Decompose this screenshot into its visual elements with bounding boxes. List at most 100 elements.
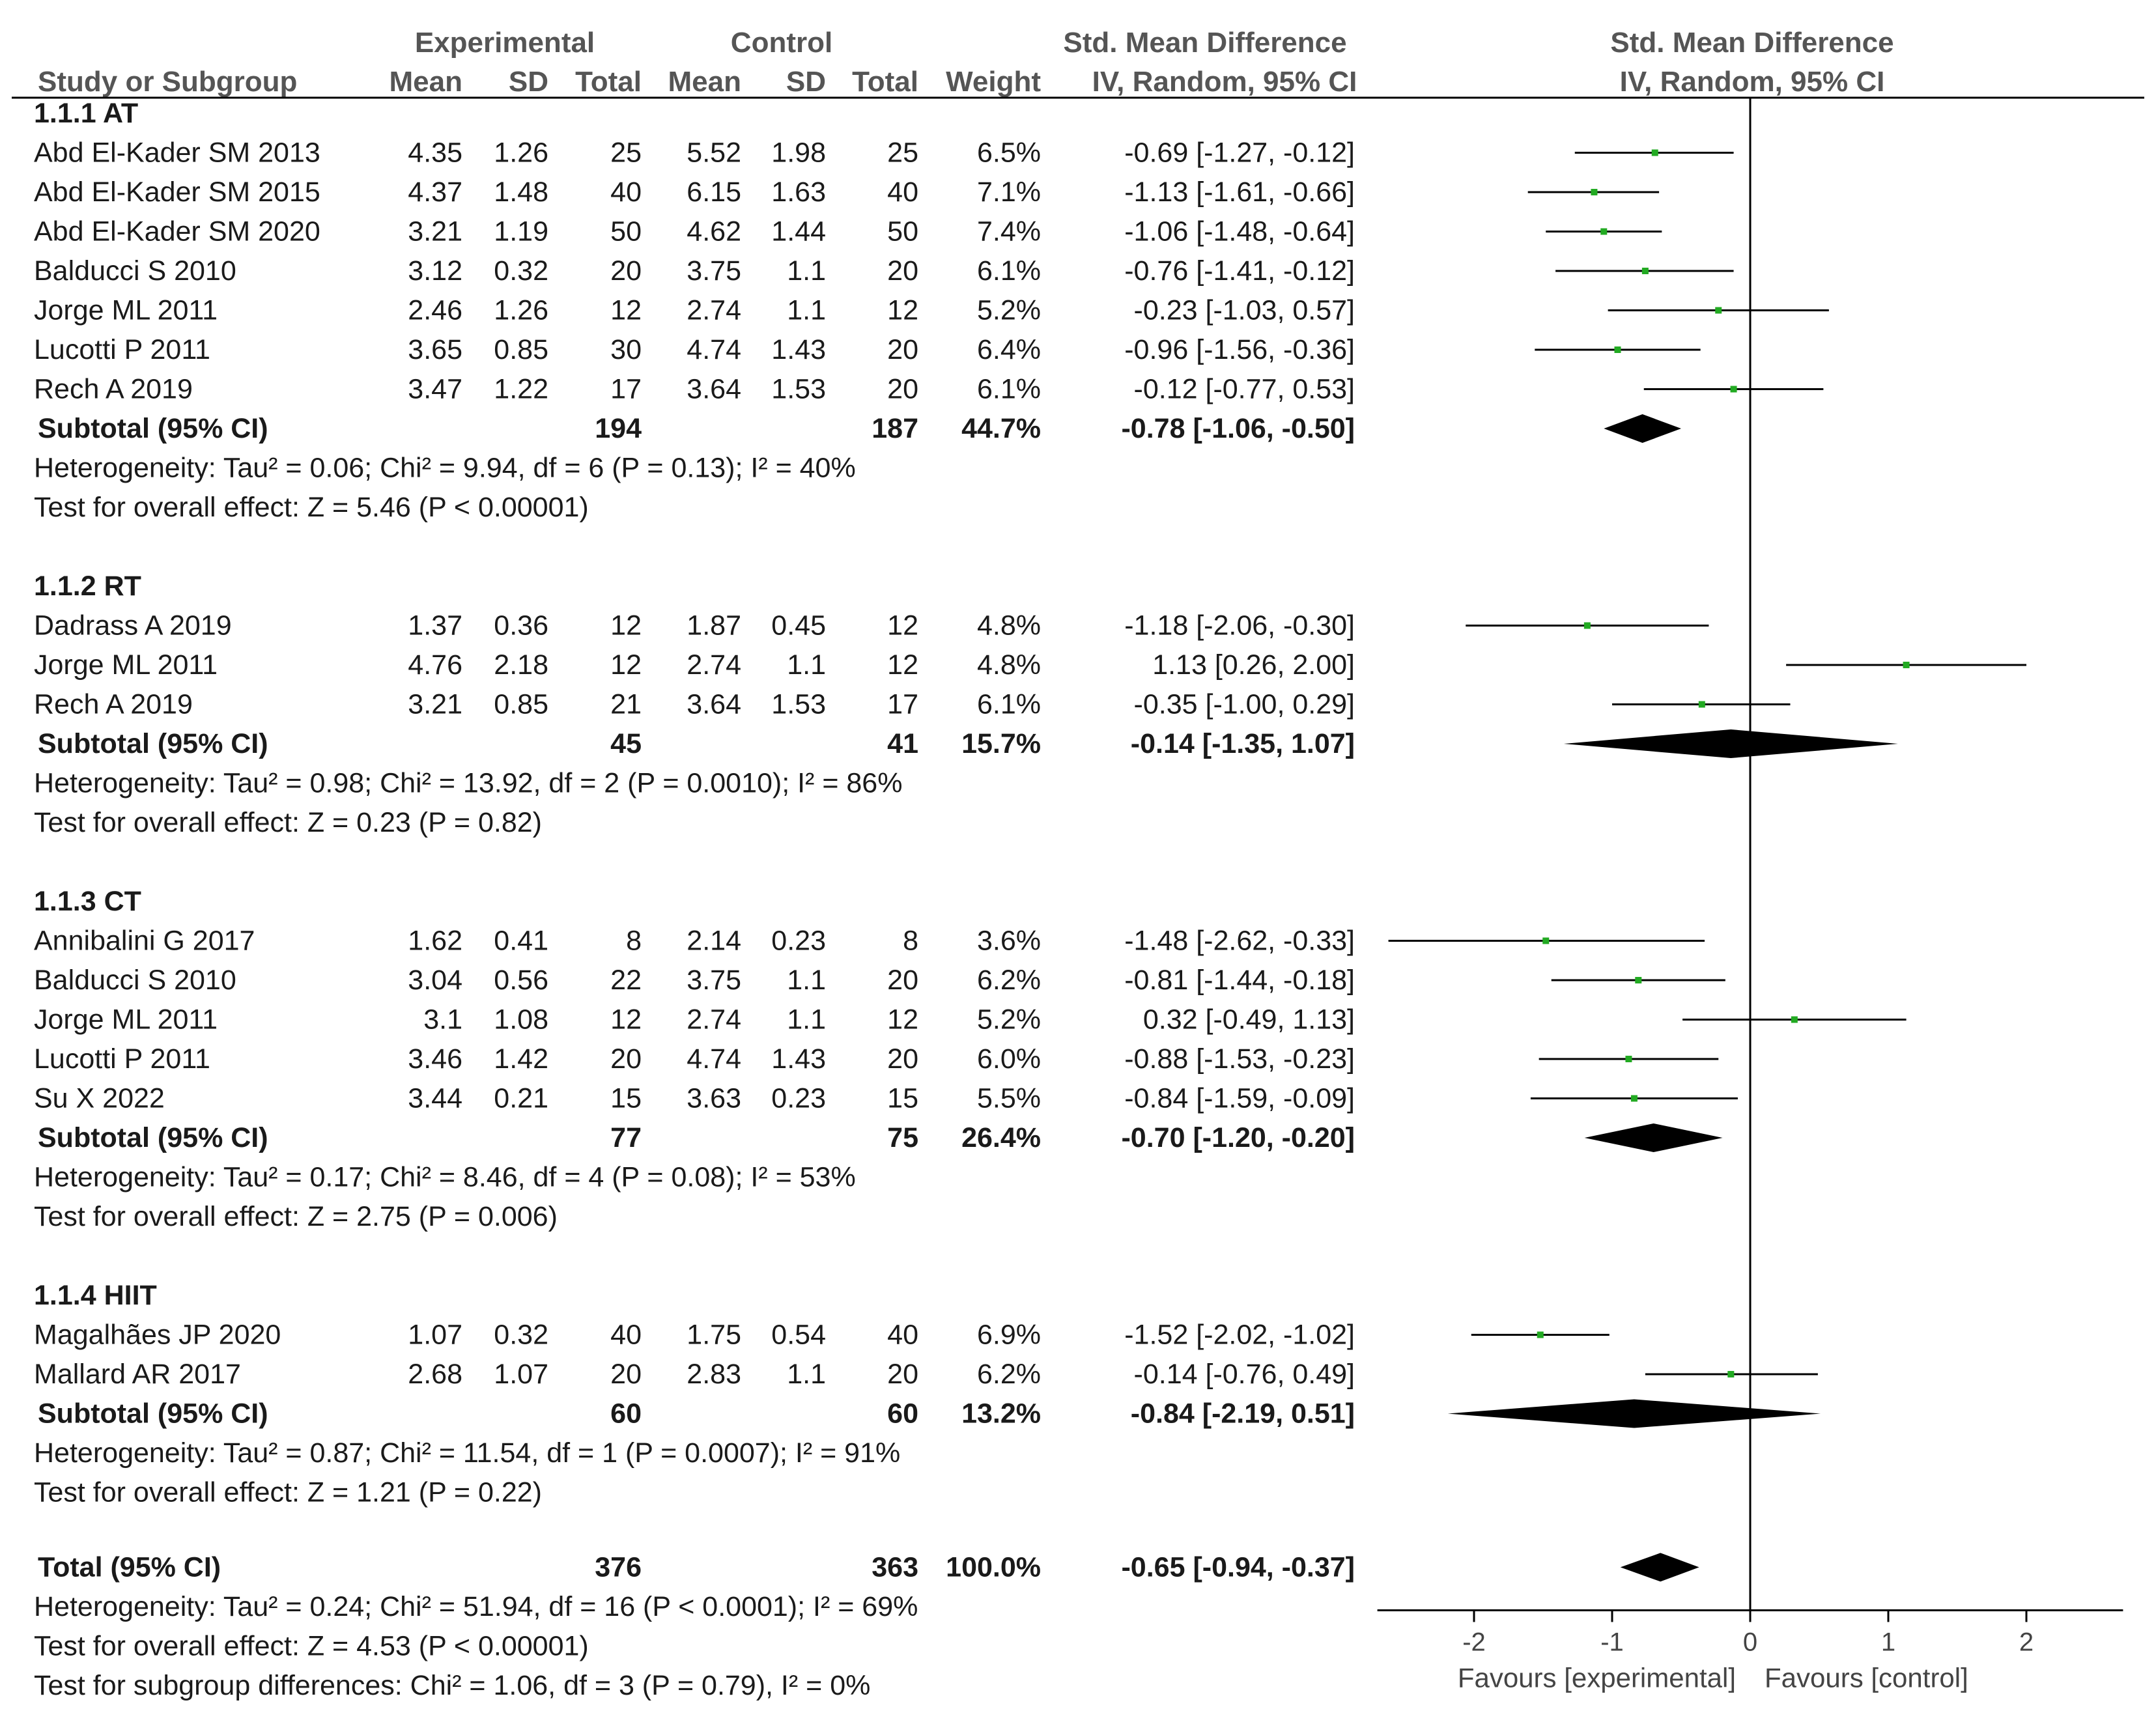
subtotal-label: Subtotal (95% CI) <box>38 728 268 759</box>
mean-experimental: 4.37 <box>408 176 462 208</box>
point-estimate <box>1537 1331 1544 1338</box>
total-ci-text: -0.65 [-0.94, -0.37] <box>1121 1551 1355 1583</box>
sd-experimental: 0.32 <box>494 255 548 287</box>
sd-control: 1.1 <box>787 255 826 287</box>
subtotal-weight: 15.7% <box>961 728 1041 759</box>
total-experimental: 40 <box>610 176 642 208</box>
subtotal-total-experimental: 60 <box>610 1398 642 1430</box>
weight-value: 6.0% <box>977 1043 1041 1075</box>
point-estimate <box>1635 977 1642 983</box>
tick-label: 1 <box>1881 1628 1895 1656</box>
mean-experimental: 3.21 <box>408 689 462 720</box>
point-estimate <box>1715 307 1722 314</box>
overall-effect-text: Test for overall effect: Z = 1.21 (P = 0… <box>34 1477 542 1508</box>
sd-control: 1.1 <box>787 1359 826 1390</box>
mean-experimental: 3.12 <box>408 255 462 287</box>
mean-control: 6.15 <box>687 176 741 208</box>
sd-control: 1.1 <box>787 649 826 681</box>
total-experimental: 12 <box>610 295 642 326</box>
tick-label: 0 <box>1743 1628 1757 1656</box>
mean-experimental: 4.76 <box>408 649 462 681</box>
weight-value: 7.1% <box>977 176 1041 208</box>
point-estimate <box>1698 701 1705 708</box>
total-experimental: 20 <box>610 255 642 287</box>
total-total-experimental: 376 <box>595 1551 642 1583</box>
subtotal-label: Subtotal (95% CI) <box>38 1122 268 1153</box>
sd-experimental: 1.26 <box>494 137 548 169</box>
mean-control: 1.87 <box>687 610 741 642</box>
sd-experimental: 0.21 <box>494 1083 548 1114</box>
group-label: 1.1.4 HIIT <box>34 1280 157 1311</box>
study-name: Balducci S 2010 <box>34 255 236 287</box>
ci-text: -0.35 [-1.00, 0.29] <box>1134 689 1355 720</box>
total-experimental: 17 <box>610 374 642 405</box>
study-name: Dadrass A 2019 <box>34 610 232 642</box>
total-experimental: 15 <box>610 1083 642 1114</box>
total-control: 20 <box>887 1043 918 1075</box>
mean-experimental: 2.68 <box>408 1359 462 1390</box>
mean-control: 3.64 <box>687 689 741 720</box>
ci-text: -1.48 [-2.62, -0.33] <box>1124 925 1355 957</box>
point-estimate <box>1903 662 1910 668</box>
subtotal-diamond <box>1584 1123 1723 1152</box>
overall-effect-text: Test for overall effect: Z = 5.46 (P < 0… <box>34 492 589 523</box>
subtotal-label: Subtotal (95% CI) <box>38 413 268 444</box>
sd-experimental: 0.85 <box>494 689 548 720</box>
mean-control: 4.74 <box>687 1043 741 1075</box>
total-experimental: 12 <box>610 1004 642 1036</box>
study-name: Abd El-Kader SM 2013 <box>34 137 320 169</box>
header-control: Control <box>731 27 832 59</box>
mean-control: 2.74 <box>687 649 741 681</box>
mean-experimental: 3.21 <box>408 216 462 247</box>
x-axis: -2 -1 0 1 2 Favours [experimental] Favours [co… <box>1377 98 2123 1693</box>
total-control: 12 <box>887 649 918 681</box>
mean-experimental: 2.46 <box>408 295 462 326</box>
mean-experimental: 3.04 <box>408 965 462 996</box>
sd-experimental: 1.48 <box>494 176 548 208</box>
subtotal-ci-text: -0.84 [-2.19, 0.51] <box>1131 1398 1355 1430</box>
weight-value: 4.8% <box>977 649 1041 681</box>
sd-experimental: 0.32 <box>494 1320 548 1351</box>
subtotal-weight: 26.4% <box>961 1122 1041 1153</box>
point-estimate <box>1641 268 1649 274</box>
point-estimate <box>1730 386 1737 393</box>
group-label: 1.1.1 AT <box>34 98 138 129</box>
sd-control: 1.53 <box>771 374 826 405</box>
heterogeneity-text: Heterogeneity: Tau² = 0.06; Chi² = 9.94,… <box>34 453 856 484</box>
total-control: 15 <box>887 1083 918 1114</box>
sd-experimental: 1.19 <box>494 216 548 247</box>
mean-experimental: 1.62 <box>408 925 462 957</box>
subtotal-total-control: 75 <box>887 1122 918 1153</box>
study-name: Su X 2022 <box>34 1083 165 1114</box>
total-experimental: 40 <box>610 1320 642 1351</box>
header-section: Experimental Control Std. Mean Differenc… <box>12 27 2144 99</box>
point-estimate <box>1614 346 1621 353</box>
ci-text: -0.14 [-0.76, 0.49] <box>1134 1359 1355 1390</box>
subtotal-total-experimental: 194 <box>595 413 642 444</box>
sd-control: 1.1 <box>787 965 826 996</box>
total-control: 20 <box>887 334 918 365</box>
study-name: Mallard AR 2017 <box>34 1359 241 1390</box>
group-label: 1.1.3 CT <box>34 886 141 917</box>
mean-control: 1.75 <box>687 1320 741 1351</box>
total-experimental: 25 <box>610 137 642 169</box>
total-note: Heterogeneity: Tau² = 0.24; Chi² = 51.94… <box>34 1591 918 1622</box>
weight-value: 6.1% <box>977 255 1041 287</box>
study-name: Rech A 2019 <box>34 689 193 720</box>
study-name: Lucotti P 2011 <box>34 334 210 365</box>
mean-control: 3.64 <box>687 374 741 405</box>
mean-control: 4.62 <box>687 216 741 247</box>
point-estimate <box>1651 149 1658 156</box>
total-control: 8 <box>903 925 918 957</box>
ci-text: -0.23 [-1.03, 0.57] <box>1134 295 1355 326</box>
total-control: 12 <box>887 610 918 642</box>
mean-control: 4.74 <box>687 334 741 365</box>
header-smd: Std. Mean Difference <box>1063 27 1346 59</box>
total-note: Test for subgroup differences: Chi² = 1.… <box>34 1670 870 1701</box>
sd-control: 0.45 <box>771 610 826 642</box>
sd-control: 1.1 <box>787 295 826 326</box>
weight-value: 5.2% <box>977 1004 1041 1036</box>
ci-text: -1.13 [-1.61, -0.66] <box>1124 176 1355 208</box>
sd-control: 1.63 <box>771 176 826 208</box>
header-total-e: Total <box>575 66 642 98</box>
